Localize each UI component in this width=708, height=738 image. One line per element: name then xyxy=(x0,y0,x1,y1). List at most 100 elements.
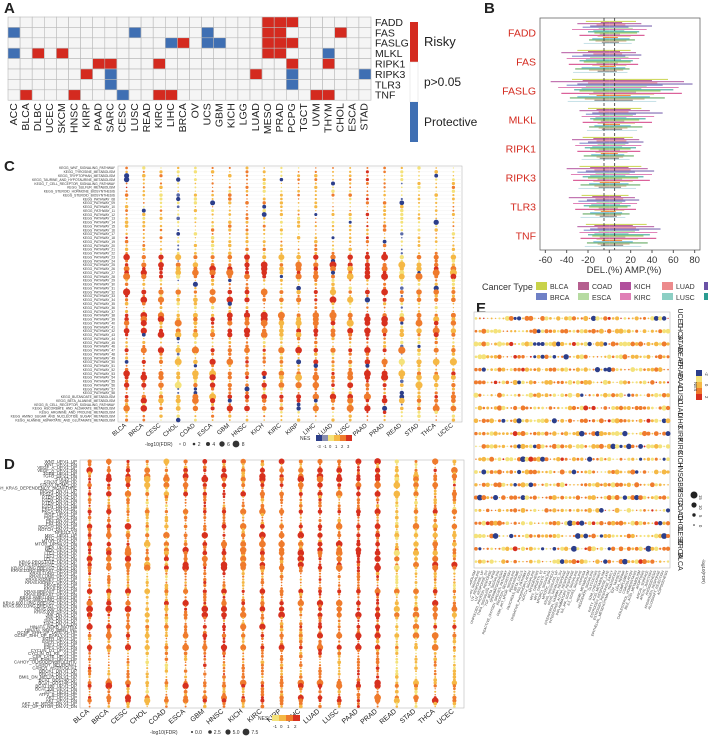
hallmark-dot xyxy=(616,458,618,461)
onco-dot xyxy=(338,596,340,599)
onco-dot xyxy=(241,702,245,706)
hallmark-dot xyxy=(635,381,638,384)
kegg-dot xyxy=(314,278,318,283)
kegg-dot xyxy=(297,167,300,169)
heatmap-cell xyxy=(225,47,239,59)
heatmap-cell xyxy=(43,27,57,39)
kegg-dot xyxy=(142,379,146,383)
kegg-dot xyxy=(349,306,351,309)
hallmark-dot xyxy=(502,535,505,537)
kegg-dot xyxy=(194,237,197,239)
kegg-dot xyxy=(244,394,250,400)
kegg-row-label: KEGG_PATHWAY_48 xyxy=(83,352,115,356)
cnv-del-bar xyxy=(561,92,610,94)
hallmark-dot xyxy=(663,483,666,486)
heatmap-cell xyxy=(322,58,336,70)
onco-dot xyxy=(337,507,341,511)
cnv-amp-bar xyxy=(609,117,627,119)
onco-row-label: PTEN_DN.V2_DN xyxy=(42,497,77,502)
kegg-dot xyxy=(381,327,388,334)
kegg-dot xyxy=(211,403,215,407)
kegg-dot xyxy=(160,190,162,193)
hallmark-dot xyxy=(486,419,490,423)
onco-dot xyxy=(86,523,93,530)
onco-dot xyxy=(259,531,266,539)
heatmap-cell xyxy=(80,27,93,39)
hallmark-dot xyxy=(585,458,587,460)
onco-row-label: KRAS.PROSTATE_UP.V1_UP xyxy=(19,559,77,564)
kegg-dot xyxy=(262,348,266,352)
cnv-amp-bar xyxy=(609,145,642,146)
kegg-col-label: BLCA xyxy=(111,422,129,438)
cnv-amp-bar xyxy=(609,128,623,130)
hallmark-dot xyxy=(576,329,580,333)
kegg-dot xyxy=(124,394,129,399)
kegg-dot xyxy=(124,316,129,322)
onco-color-legend-label: -1 xyxy=(273,724,277,729)
hallmark-dot xyxy=(600,560,603,563)
onco-dot xyxy=(260,663,264,667)
kegg-dot xyxy=(347,397,354,404)
onco-col-label: CESC xyxy=(110,708,129,726)
hallmark-dot xyxy=(529,406,532,410)
kegg-dot xyxy=(124,313,129,318)
heatmap-cell xyxy=(165,47,178,59)
kegg-dot xyxy=(142,392,145,394)
kegg-dot xyxy=(297,415,300,417)
hallmark-dot xyxy=(564,444,568,448)
onco-dot xyxy=(338,637,340,640)
onco-dot xyxy=(184,687,187,690)
hallmark-dot xyxy=(529,329,533,333)
hallmark-dot xyxy=(568,368,572,371)
hallmark-dot xyxy=(576,470,580,474)
hallmark-dot xyxy=(603,342,608,346)
onco-dot xyxy=(146,531,149,534)
heatmap-cell xyxy=(285,68,299,80)
hallmark-dot xyxy=(561,407,564,409)
kegg-dot xyxy=(329,393,337,400)
hallmark-dot xyxy=(481,341,487,347)
onco-dot xyxy=(124,555,132,563)
kegg-dot xyxy=(451,398,456,404)
kegg-dot xyxy=(280,287,283,290)
kegg-dot xyxy=(124,360,129,364)
kegg-dot xyxy=(227,328,233,334)
onco-dot xyxy=(108,572,110,575)
kegg-color-legend-swatch xyxy=(340,435,346,441)
onco-dot xyxy=(261,610,264,614)
onco-dot xyxy=(357,599,360,602)
kegg-dot xyxy=(158,370,164,377)
kegg-dot xyxy=(400,283,403,286)
onco-dot xyxy=(357,669,360,673)
kegg-dot xyxy=(418,357,420,359)
hallmark-dot xyxy=(502,432,505,435)
hallmark-dot xyxy=(576,508,580,513)
kegg-dot xyxy=(331,371,335,376)
kegg-dot xyxy=(297,387,300,391)
onco-col-label: READ xyxy=(379,708,398,726)
onco-dot xyxy=(126,704,130,709)
kegg-dot xyxy=(263,236,266,239)
hallmark-dot xyxy=(665,508,671,513)
onco-dot xyxy=(240,623,247,630)
onco-dot xyxy=(260,648,264,652)
onco-dot xyxy=(86,600,93,607)
cnv-amp-bar xyxy=(609,118,646,120)
hallmark-dot xyxy=(647,560,650,564)
hallmark-dot xyxy=(638,341,644,347)
onco-dot xyxy=(375,666,380,670)
hallmark-dot xyxy=(575,367,580,372)
onco-dot xyxy=(375,616,380,620)
kegg-col-label: LIHC xyxy=(302,422,318,437)
heatmap-cell xyxy=(104,79,118,91)
hallmark-dot xyxy=(513,354,517,359)
onco-dot xyxy=(146,537,148,540)
kegg-dot xyxy=(314,224,317,228)
heatmap-cell xyxy=(237,68,251,80)
onco-dot xyxy=(222,678,226,682)
kegg-dot xyxy=(435,205,438,208)
kegg-row-label: KEGG_PATHWAY_54 xyxy=(83,376,115,380)
hallmark-dot xyxy=(647,381,650,384)
onco-dot xyxy=(280,516,283,519)
kegg-dot xyxy=(433,382,439,388)
